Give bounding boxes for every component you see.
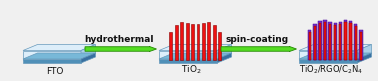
Bar	[313, 24, 317, 60]
Polygon shape	[23, 44, 96, 50]
Bar	[208, 22, 210, 60]
Bar	[308, 32, 311, 60]
Bar	[314, 26, 316, 60]
Polygon shape	[23, 53, 96, 59]
Text: spin-coating: spin-coating	[225, 35, 288, 44]
Bar	[218, 32, 221, 60]
Bar	[328, 22, 332, 60]
Bar	[186, 23, 189, 60]
Bar	[324, 23, 326, 60]
Polygon shape	[217, 53, 231, 63]
Bar	[318, 21, 322, 60]
Polygon shape	[299, 59, 357, 63]
Bar	[334, 24, 336, 60]
Polygon shape	[299, 53, 372, 59]
Bar	[308, 29, 311, 60]
Polygon shape	[217, 44, 231, 60]
Bar	[169, 32, 172, 60]
Bar	[360, 32, 362, 60]
Bar	[354, 24, 358, 60]
Polygon shape	[299, 50, 357, 60]
Bar	[349, 21, 352, 60]
FancyArrow shape	[221, 46, 296, 52]
Polygon shape	[81, 53, 96, 63]
Polygon shape	[159, 44, 231, 50]
Text: FTO: FTO	[46, 67, 64, 76]
Bar	[329, 24, 331, 60]
Bar	[339, 22, 342, 60]
Bar	[319, 23, 321, 60]
Bar	[339, 24, 341, 60]
Text: hydrothermal: hydrothermal	[84, 35, 154, 44]
Polygon shape	[81, 44, 96, 60]
Polygon shape	[23, 59, 81, 63]
Bar	[355, 26, 357, 60]
Bar	[323, 20, 327, 60]
Bar	[350, 23, 352, 60]
Bar	[213, 26, 215, 60]
Polygon shape	[23, 50, 81, 60]
Bar	[202, 23, 205, 60]
Bar	[344, 23, 347, 60]
Bar	[359, 29, 363, 60]
Bar	[175, 26, 178, 60]
Polygon shape	[299, 44, 372, 50]
Text: TiO$_2$/RGO/C$_2$N$_4$: TiO$_2$/RGO/C$_2$N$_4$	[299, 64, 363, 76]
Text: TiO$_2$: TiO$_2$	[181, 64, 201, 76]
Bar	[344, 20, 347, 60]
Polygon shape	[159, 50, 217, 60]
Bar	[180, 22, 183, 60]
Polygon shape	[357, 44, 372, 60]
Bar	[333, 23, 337, 60]
Bar	[191, 24, 194, 60]
FancyArrow shape	[85, 46, 156, 52]
Polygon shape	[159, 59, 217, 63]
Polygon shape	[357, 53, 372, 63]
Bar	[197, 24, 199, 60]
Polygon shape	[159, 53, 231, 59]
